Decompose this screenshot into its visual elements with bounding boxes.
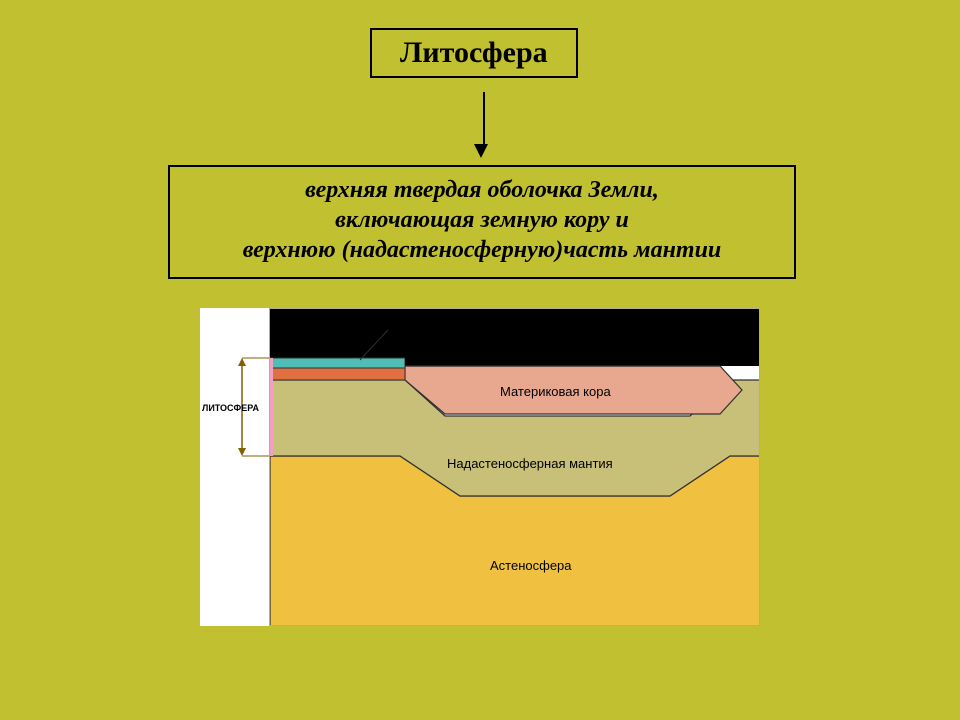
svg-text:Астеносфера: Астеносфера	[490, 558, 572, 573]
title-text: Литосфера	[400, 36, 548, 69]
definition-line-3: верхнюю (надастеносферную)часть мантии	[184, 235, 780, 265]
title-box: Литосфера	[370, 28, 578, 78]
arrow-down	[480, 92, 488, 158]
svg-text:Надастеносферная мантия: Надастеносферная мантия	[447, 456, 613, 471]
definition-line-1: верхняя твердая оболочка Земли,	[184, 175, 780, 205]
svg-text:ОКЕАНИЧЕСКАЯ КОРА: ОКЕАНИЧЕСКАЯ КОРА	[395, 318, 508, 329]
definition-box: верхняя твердая оболочка Земли, включающ…	[168, 165, 796, 279]
lithosphere-diagram: ОКЕАНИЧЕСКАЯ КОРА Материковая кора Надасте…	[200, 308, 760, 626]
definition-line-2: включающая земную кору и	[184, 205, 780, 235]
svg-text:Материковая кора: Материковая кора	[500, 384, 611, 399]
svg-text:ЛИТОСФЕРА: ЛИТОСФЕРА	[202, 403, 259, 413]
